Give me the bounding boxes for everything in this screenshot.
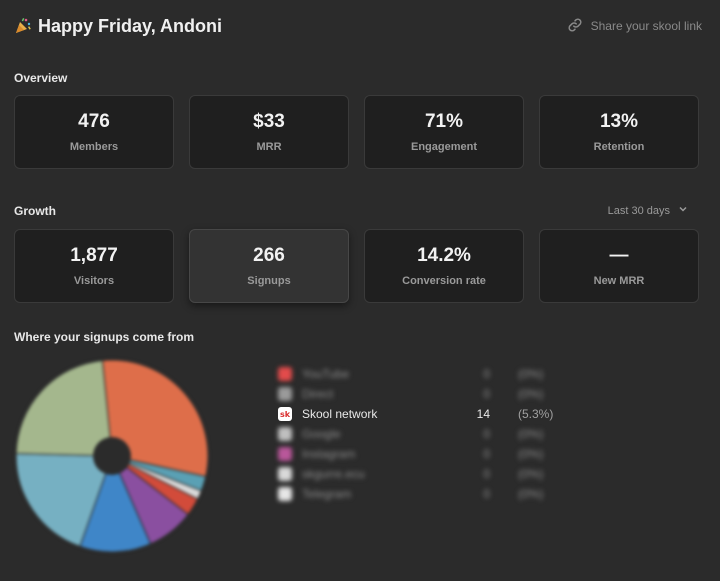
chevron-down-icon: [678, 204, 688, 217]
visitors-label: Visitors: [73, 275, 115, 287]
source-row-direct[interactable]: Direct 0 (0%): [278, 384, 578, 404]
share-link-label: Share your skool link: [590, 19, 702, 33]
new-mrr-label: New MRR: [593, 275, 645, 287]
telegram-icon: [278, 487, 292, 501]
source-count: 0: [483, 367, 490, 381]
source-row-instagram[interactable]: Instagram 0 (0%): [278, 444, 578, 464]
donut-hole: [93, 437, 131, 475]
source-row-google[interactable]: Google 0 (0%): [278, 424, 578, 444]
party-popper-icon: [14, 17, 32, 35]
conversion-rate-card[interactable]: 14.2% Conversion rate: [364, 229, 524, 303]
mrr-label: MRR: [256, 141, 282, 153]
instagram-icon: [278, 447, 292, 461]
source-percent: (0%): [518, 447, 544, 461]
page-title: Happy Friday, Andoni: [38, 15, 223, 36]
pie-slice[interactable]: [15, 452, 113, 548]
source-count: 0: [483, 447, 490, 461]
signups-card[interactable]: 266 Signups: [189, 229, 349, 303]
conversion-rate-value: 14.2%: [417, 245, 471, 266]
link-icon: [567, 17, 583, 36]
members-card[interactable]: 476 Members: [14, 95, 174, 169]
pie-slice[interactable]: [79, 454, 152, 553]
mrr-card[interactable]: $33 MRR: [189, 95, 349, 169]
source-count: 0: [483, 467, 490, 481]
engagement-value: 71%: [424, 111, 464, 132]
source-percent: (0%): [518, 467, 544, 481]
source-count: 14: [476, 407, 490, 421]
source-name: Instagram: [302, 447, 356, 461]
source-percent: (0%): [518, 367, 544, 381]
growth-cards: 1,877 Visitors 266 Signups 14.2% Convers…: [14, 229, 699, 303]
header: Happy Friday, Andoni Share your skool li…: [14, 14, 702, 38]
signups-value: 266: [253, 245, 285, 266]
source-percent: (0%): [518, 427, 544, 441]
source-count: 0: [483, 427, 490, 441]
overview-title: Overview: [14, 71, 68, 85]
source-percent: (0%): [518, 387, 544, 401]
globe-icon: [278, 467, 292, 481]
source-row-youtube[interactable]: YouTube 0 (0%): [278, 364, 578, 384]
source-name: YouTube: [302, 367, 350, 381]
new-mrr-card[interactable]: — New MRR: [539, 229, 699, 303]
members-label: Members: [69, 141, 119, 153]
share-link-button[interactable]: Share your skool link: [567, 17, 702, 36]
direct-icon: [278, 387, 292, 401]
visitors-card[interactable]: 1,877 Visitors: [14, 229, 174, 303]
source-count: 0: [483, 387, 490, 401]
sources-list: YouTube 0 (0%) Direct 0 (0%) sk Skool ne…: [278, 364, 578, 504]
signups-label: Signups: [247, 275, 291, 287]
source-name: Skool network: [302, 407, 378, 421]
source-name: skgurre.ecu: [302, 467, 365, 481]
date-range-select[interactable]: Last 30 days: [608, 204, 688, 217]
overview-cards: 476 Members $33 MRR 71% Engagement 13% R…: [14, 95, 699, 169]
youtube-icon: [278, 367, 292, 381]
growth-title: Growth: [14, 204, 56, 218]
members-value: 476: [78, 111, 110, 132]
google-icon: [278, 427, 292, 441]
sources-title: Where your signups come from: [14, 330, 195, 344]
signup-sources-pie: [14, 358, 210, 554]
source-count: 0: [483, 487, 490, 501]
retention-label: Retention: [593, 141, 645, 153]
retention-card[interactable]: 13% Retention: [539, 95, 699, 169]
source-name: Direct: [302, 387, 334, 401]
greeting: Happy Friday, Andoni: [14, 16, 222, 37]
retention-value: 13%: [599, 111, 639, 132]
source-row-other[interactable]: skgurre.ecu 0 (0%): [278, 464, 578, 484]
source-name: Google: [302, 427, 341, 441]
source-row-telegram[interactable]: Telegram 0 (0%): [278, 484, 578, 504]
visitors-value: 1,877: [70, 245, 118, 266]
engagement-label: Engagement: [410, 141, 477, 153]
engagement-card[interactable]: 71% Engagement: [364, 95, 524, 169]
pie-slice[interactable]: [15, 359, 113, 457]
date-range-label: Last 30 days: [607, 204, 670, 217]
source-percent: (5.3%): [518, 407, 554, 421]
source-name: Telegram: [302, 487, 352, 501]
skool-icon: sk: [278, 407, 292, 421]
source-row-skool-network[interactable]: sk Skool network 14 (5.3%): [278, 404, 578, 424]
conversion-rate-label: Conversion rate: [402, 275, 486, 287]
new-mrr-value: —: [609, 245, 629, 266]
mrr-value: $33: [253, 111, 285, 132]
source-percent: (0%): [518, 487, 544, 501]
